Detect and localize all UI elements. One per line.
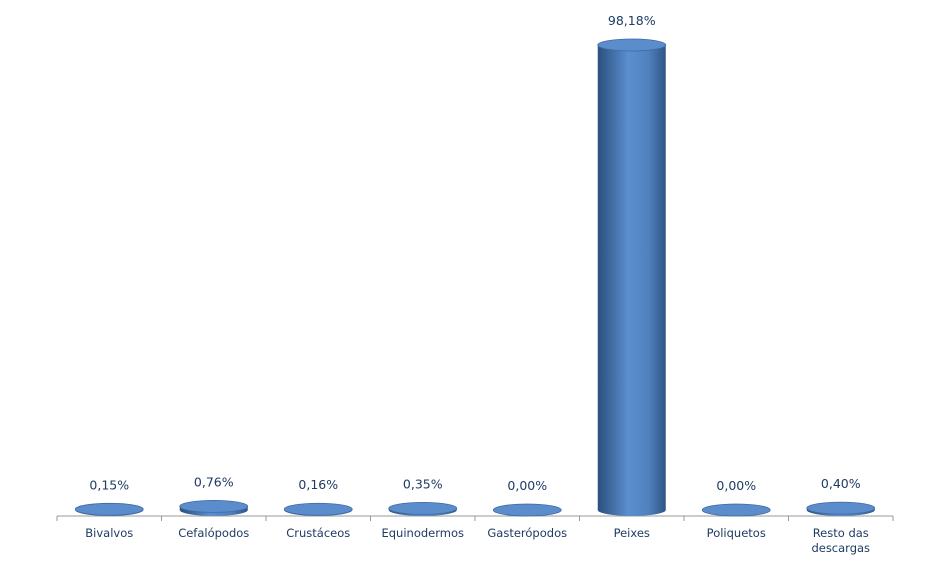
x-tick-label: Poliquetos xyxy=(706,526,766,540)
bar-top xyxy=(74,502,144,516)
bar-top xyxy=(492,503,562,517)
value-label: 0,76% xyxy=(194,474,234,489)
value-label: 0,40% xyxy=(821,476,861,491)
bar xyxy=(597,45,666,516)
bar-top xyxy=(179,500,249,513)
bar-top xyxy=(701,503,771,517)
value-label: 0,16% xyxy=(298,477,338,492)
bar-top xyxy=(388,501,458,515)
x-tick-label: Gasterópodos xyxy=(487,526,568,540)
value-label: 98,18% xyxy=(608,13,656,28)
value-label: 0,35% xyxy=(403,476,443,491)
value-label: 0,00% xyxy=(716,478,756,493)
x-tick-label: Peixes xyxy=(613,526,650,540)
bar-top xyxy=(597,38,667,52)
bar-top xyxy=(283,502,353,516)
value-label: 0,15% xyxy=(89,477,129,492)
x-tick-label: Equinodermos xyxy=(381,526,464,540)
x-tick-label: Cefalópodos xyxy=(178,526,250,540)
x-tick-label: Bivalvos xyxy=(85,526,134,540)
value-label: 0,00% xyxy=(507,478,547,493)
x-tick-label: Resto das descargas xyxy=(811,526,871,555)
bar-top xyxy=(806,501,876,515)
x-tick-label: Crustáceos xyxy=(286,526,351,540)
